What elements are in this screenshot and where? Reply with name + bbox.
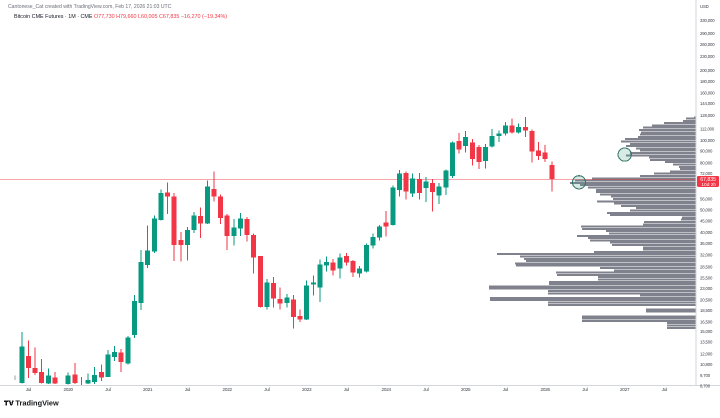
svg-text:56,000: 56,000 <box>700 196 713 201</box>
svg-text:36,000: 36,000 <box>700 241 713 246</box>
svg-text:32,000: 32,000 <box>700 253 713 258</box>
svg-text:16,500: 16,500 <box>700 319 713 324</box>
svg-text:10,800: 10,800 <box>700 362 713 367</box>
svg-text:TradingView: TradingView <box>15 399 59 408</box>
svg-text:230,000: 230,000 <box>700 54 715 59</box>
svg-text:Bitcoin CME Futures · 1M · CME: Bitcoin CME Futures · 1M · CME O77,730 H… <box>14 14 227 20</box>
svg-text:330,000: 330,000 <box>700 18 715 23</box>
svg-text:180,000: 180,000 <box>700 79 715 84</box>
svg-text:2026: 2026 <box>540 387 550 392</box>
svg-text:260,000: 260,000 <box>700 42 715 47</box>
svg-text:40,000: 40,000 <box>700 230 713 235</box>
svg-text:2025: 2025 <box>461 387 471 392</box>
svg-text:90,000: 90,000 <box>700 149 713 154</box>
svg-text:20,500: 20,500 <box>700 297 713 302</box>
svg-text:25,500: 25,500 <box>700 276 713 281</box>
svg-text:Jul: Jul <box>105 387 110 392</box>
svg-text:112,000: 112,000 <box>700 127 715 132</box>
svg-text:2027: 2027 <box>620 387 630 392</box>
svg-text:8,700: 8,700 <box>700 384 711 389</box>
svg-text:18,500: 18,500 <box>700 308 713 313</box>
svg-text:160,000: 160,000 <box>700 91 715 96</box>
svg-text:2022: 2022 <box>222 387 232 392</box>
svg-text:144,000: 144,000 <box>700 101 715 106</box>
svg-text:13,500: 13,500 <box>700 340 713 345</box>
svg-text:100,000: 100,000 <box>700 138 715 143</box>
svg-text:9,700: 9,700 <box>700 373 711 378</box>
svg-text:2024: 2024 <box>381 387 391 392</box>
svg-text:Jul: Jul <box>662 387 667 392</box>
svg-text:2023: 2023 <box>302 387 312 392</box>
svg-text:Jul: Jul <box>185 387 190 392</box>
svg-text:Cantonese_Cat created with Tra: Cantonese_Cat created with TradingView.c… <box>8 4 172 10</box>
svg-text:Jul: Jul <box>423 387 428 392</box>
svg-text:28,500: 28,500 <box>700 264 713 269</box>
svg-text:200,000: 200,000 <box>700 68 715 73</box>
svg-text:67,835: 67,835 <box>700 177 716 183</box>
svg-text:80,000: 80,000 <box>700 160 713 165</box>
svg-text:45,000: 45,000 <box>700 218 713 223</box>
svg-text:2021: 2021 <box>143 387 153 392</box>
svg-text:23,000: 23,000 <box>700 286 713 291</box>
svg-text:10d 2h: 10d 2h <box>701 182 716 188</box>
svg-text:128,000: 128,000 <box>700 113 715 118</box>
svg-text:Jul: Jul <box>582 387 587 392</box>
svg-text:USD: USD <box>700 4 709 9</box>
svg-text:290,000: 290,000 <box>700 31 715 36</box>
svg-text:50,000: 50,000 <box>700 208 713 213</box>
svg-text:Jul: Jul <box>503 387 508 392</box>
svg-text:Jul: Jul <box>26 387 31 392</box>
svg-text:12,000: 12,000 <box>700 351 713 356</box>
svg-text:Jul: Jul <box>264 387 269 392</box>
svg-text:Jul: Jul <box>344 387 349 392</box>
svg-text:2020: 2020 <box>63 387 73 392</box>
svg-text:72,000: 72,000 <box>700 171 713 176</box>
svg-text:15,000: 15,000 <box>700 329 713 334</box>
